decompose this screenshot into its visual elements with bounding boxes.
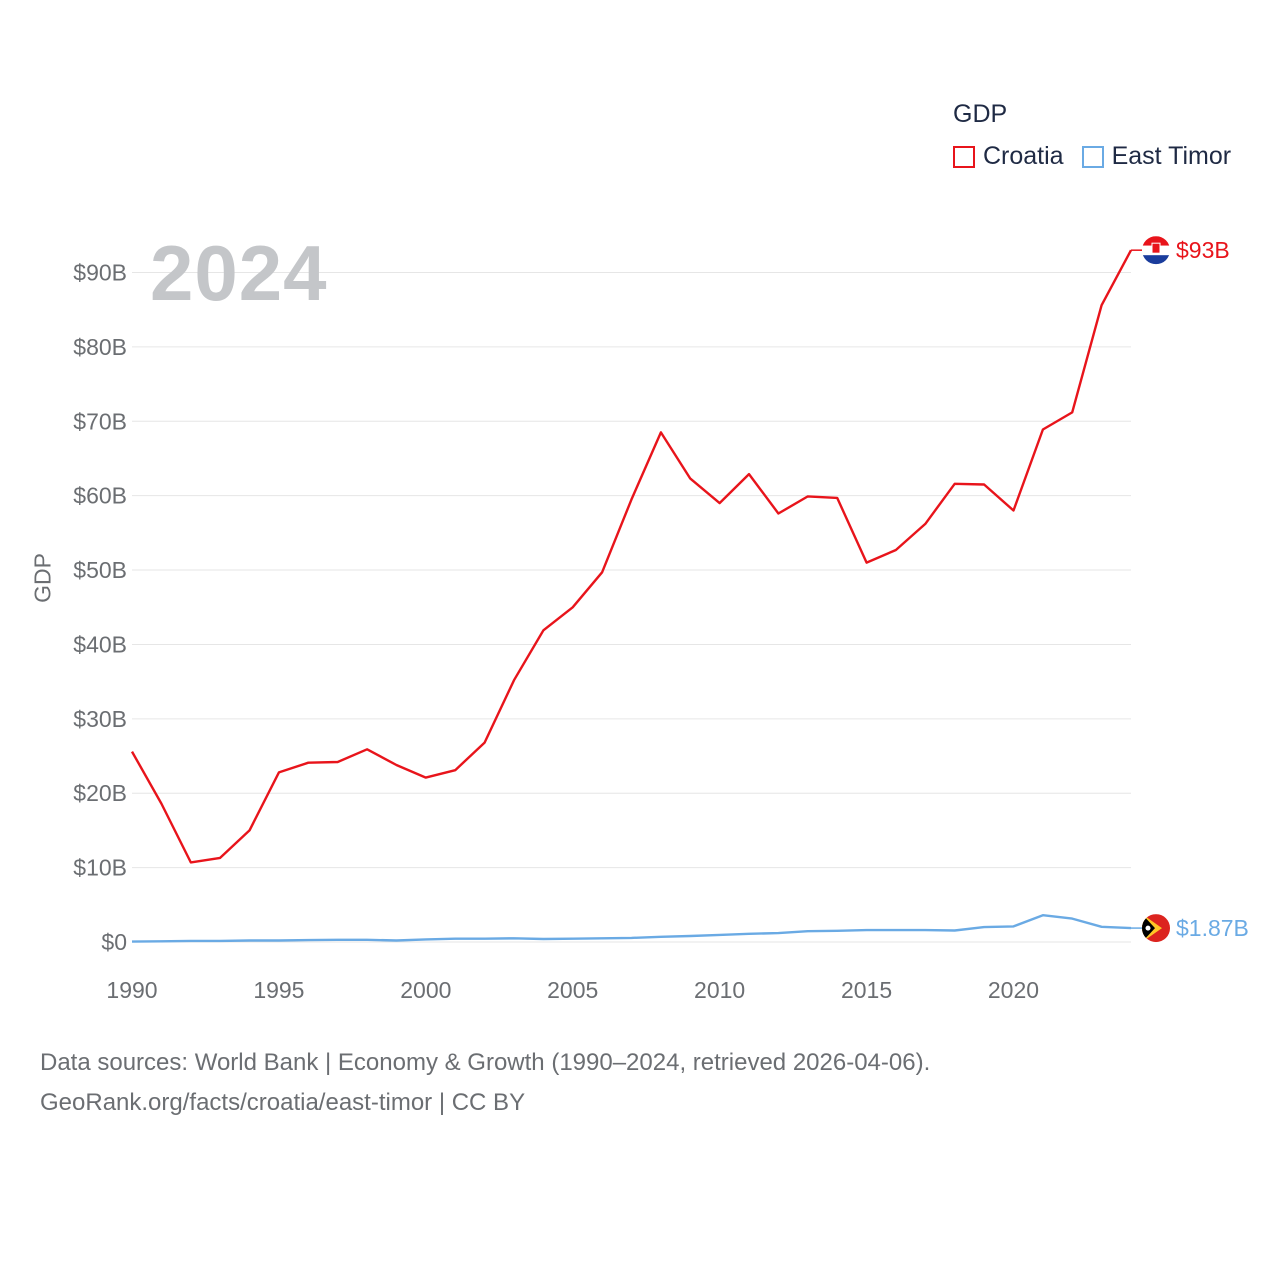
y-axis: $0 $10B $20B $30B $40B $50B $60B $70B $80B $90B <box>73 260 127 956</box>
flag-stripe-blue <box>1142 255 1170 265</box>
legend-item-east-timor[interactable]: East Timor <box>1081 142 1232 171</box>
y-tick-label: $0 <box>101 929 127 955</box>
x-axis: 1990 1995 2000 2005 2010 2015 2020 <box>106 977 1039 1003</box>
footer-sources: Data sources: World Bank | Economy & Gro… <box>40 1049 931 1076</box>
x-tick-label: 2020 <box>988 977 1039 1003</box>
legend-swatch-croatia <box>953 145 975 168</box>
flag-stripe-red <box>1142 236 1170 246</box>
croatia-flag-icon <box>1142 236 1170 265</box>
y-tick-label: $40B <box>73 631 127 657</box>
end-value-label-croatia: $93B <box>1176 237 1230 263</box>
y-tick-label: $10B <box>73 855 127 881</box>
series-group <box>130 249 1133 943</box>
y-tick-label: $60B <box>73 483 127 509</box>
y-tick-label: $30B <box>73 706 127 732</box>
x-tick-label: 2010 <box>694 977 745 1003</box>
legend-title: GDP <box>953 100 1008 128</box>
east-timor-flag-icon <box>1142 914 1170 943</box>
legend-item-croatia[interactable]: Croatia <box>953 142 1064 171</box>
legend-label-east-timor: East Timor <box>1111 142 1232 170</box>
x-tick-label: 1990 <box>106 977 157 1003</box>
legend-swatch-east-timor <box>1081 145 1104 168</box>
y-tick-label: $70B <box>73 408 127 434</box>
series-line-croatia <box>130 249 1133 864</box>
x-tick-label: 2000 <box>400 977 451 1003</box>
x-tick-label: 1995 <box>253 977 304 1003</box>
grid-lines <box>132 272 1131 943</box>
legend: Croatia East Timor <box>953 142 1249 171</box>
x-tick-label: 2015 <box>841 977 892 1003</box>
end-markers: $93B $1.87B <box>1131 236 1249 943</box>
legend-label-croatia: Croatia <box>983 142 1064 170</box>
current-year-label: 2024 <box>150 229 328 317</box>
flag-star <box>1145 925 1151 931</box>
series-line-east-timor <box>131 914 1132 943</box>
footer: Data sources: World Bank | Economy & Gro… <box>40 1043 930 1123</box>
end-value-label-east-timor: $1.87B <box>1176 915 1249 941</box>
y-tick-label: $50B <box>73 557 127 583</box>
flag-shield <box>1151 242 1161 254</box>
footer-attribution: GeoRank.org/facts/croatia/east-timor | C… <box>40 1089 526 1116</box>
y-tick-label: $80B <box>73 334 127 360</box>
y-tick-label: $20B <box>73 780 127 806</box>
x-tick-label: 2005 <box>547 977 598 1003</box>
y-axis-title: GDP <box>29 553 56 603</box>
y-tick-label: $90B <box>73 260 127 286</box>
